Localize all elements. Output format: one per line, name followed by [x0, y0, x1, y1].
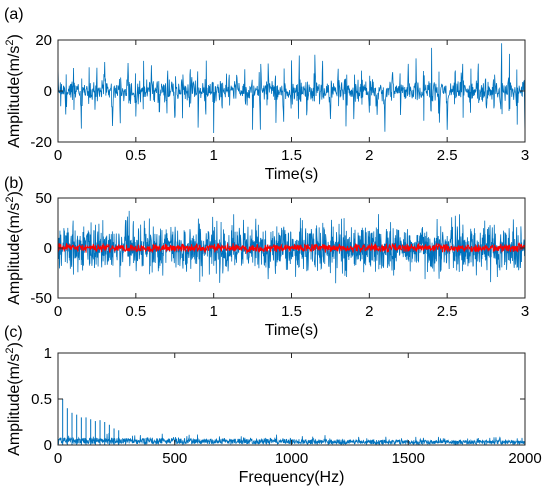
panels: 0 0.5 1 1.5 2 2.5 3-20020Time(s)Amplitude(m/s2…	[4, 6, 542, 486]
plot-area	[58, 43, 525, 137]
x-tick-label: 2	[365, 147, 373, 164]
y-tick-label: 0	[44, 240, 52, 257]
x-tick-label: 1.5	[281, 147, 302, 164]
x-tick-label: 0	[54, 147, 62, 164]
series-trace-1	[58, 43, 525, 137]
x-tick-label: 1500	[392, 450, 425, 467]
x-tick-label: 2000	[508, 450, 541, 467]
plot-area	[58, 210, 525, 284]
y-tick-label: 50	[35, 190, 52, 207]
y-tick-label: 20	[35, 32, 52, 49]
y-tick-label: 0	[44, 437, 52, 454]
y-axis-label: Amplitude(m/s2)	[4, 191, 23, 305]
x-tick-label: 500	[162, 450, 187, 467]
x-tick-label: 1000	[275, 450, 308, 467]
x-tick-label: 1.5	[281, 303, 302, 320]
y-tick-label: 0.5	[31, 391, 52, 408]
x-tick-label: 2.5	[437, 303, 458, 320]
panel-label: (c)	[4, 324, 23, 341]
x-tick-label: 1	[209, 303, 217, 320]
y-tick-label: -50	[30, 290, 52, 307]
x-tick-label: 3	[521, 303, 529, 320]
x-axis-label: Frequency(Hz)	[239, 469, 345, 486]
x-tick-label: 0.5	[125, 147, 146, 164]
x-tick-label: 2.5	[437, 147, 458, 164]
panel-2: 0 0.5 1 1.5 2 2.5 3-50050Time(s)Amplitude(m/s2…	[4, 175, 529, 339]
panel-1: 0 0.5 1 1.5 2 2.5 3-20020Time(s)Amplitude(m/s2…	[4, 6, 529, 183]
y-axis-label: Amplitude(m/s2)	[4, 34, 23, 148]
y-tick-label: -20	[30, 134, 52, 151]
x-axis-label: Time(s)	[265, 166, 319, 183]
x-tick-label: 0	[54, 303, 62, 320]
x-tick-label: 3	[521, 147, 529, 164]
panel-label: (b)	[4, 175, 24, 192]
series-trace-2	[58, 241, 525, 255]
y-tick-label: 1	[44, 345, 52, 362]
y-axis-label: Amplitude(m/s2)	[4, 342, 23, 456]
y-tick-label: 0	[44, 83, 52, 100]
x-tick-label: 0.5	[125, 303, 146, 320]
x-tick-label: 1	[209, 147, 217, 164]
x-tick-label: 2	[365, 303, 373, 320]
panel-label: (a)	[4, 6, 24, 23]
x-axis-label: Time(s)	[265, 322, 319, 339]
x-tick-label: 0	[54, 450, 62, 467]
panel-3: 0 500 1000 1500 2000 0 0.5 1 Frequency(Hz) Amplit…	[4, 324, 542, 486]
